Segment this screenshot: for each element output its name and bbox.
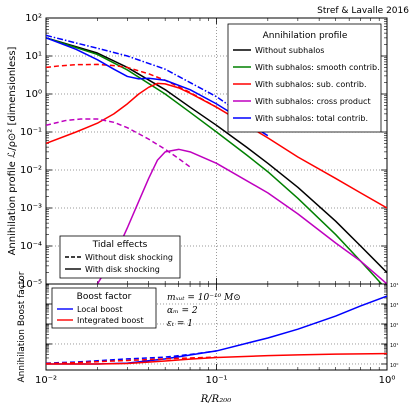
boost-series-3 xyxy=(46,356,217,365)
boost-series-1 xyxy=(46,350,217,364)
main-series-4 xyxy=(96,148,387,284)
main-y-tick-label: 10⁻⁵ xyxy=(20,279,42,290)
boost-y-tick-label: 10¹ xyxy=(390,343,398,349)
main-series-group xyxy=(46,34,387,284)
main-y-tick-label: 10² xyxy=(25,13,42,24)
main-y-tick-label: 10⁻² xyxy=(20,165,42,176)
annihilation-legend-box xyxy=(227,23,382,133)
main-y-tick-label: 10⁻³ xyxy=(20,203,42,214)
boost-y-tick-labels: 10⁰ 10¹ 10² 10³ 10⁴ xyxy=(390,283,398,369)
tidal-legend-dashed-label: Without disk shocking xyxy=(85,253,173,262)
main-y-tick-label: 10¹ xyxy=(25,51,42,62)
boost-y-axis-label: Annihilation Boost factor xyxy=(17,271,27,382)
tidal-legend-title: Tidal effects xyxy=(92,240,148,250)
boost-y-tick-label: 10² xyxy=(390,323,398,329)
main-tick-marks xyxy=(45,17,388,285)
annihilation-legend-title: Annihilation profile xyxy=(263,31,348,41)
boost-legend-box xyxy=(51,287,157,329)
main-series-2 xyxy=(46,82,387,209)
annihilation-legend-label-0: Without subhalos xyxy=(255,46,324,55)
annihilation-legend-entries: Without subhalos With subhalos: smooth co… xyxy=(233,46,380,123)
main-y-axis-label: Annihilation profile ℒ/ρ⊙² [dimensionles… xyxy=(7,46,18,255)
x-axis-label: R/R₂₀₀ xyxy=(200,394,231,405)
boost-y-tick-label: 10⁰ xyxy=(390,363,398,369)
boost-x-tick-label: 10⁻¹ xyxy=(205,375,227,386)
main-series-3 xyxy=(46,63,217,108)
boost-series-group xyxy=(46,295,387,365)
credit-text: Stref & Lavalle 2016 xyxy=(317,6,409,16)
main-series-6 xyxy=(46,37,269,137)
tidal-legend-solid-label: With disk shocking xyxy=(85,265,160,274)
main-gridlines xyxy=(45,17,388,285)
tidal-legend: Tidal effects Without disk shocking With… xyxy=(59,235,181,279)
boost-legend-title: Boost factor xyxy=(77,292,132,302)
annotation-epsilon: εₜ = 1 xyxy=(167,319,193,329)
main-y-tick-label: 10⁻¹ xyxy=(20,127,42,138)
boost-x-tick-label: 10⁻² xyxy=(35,375,57,386)
boost-legend-integrated-label: Integrated boost xyxy=(77,316,144,325)
boost-y-tick-label: 10⁴ xyxy=(390,283,398,289)
annihilation-legend-label-2: With subhalos: sub. contrib. xyxy=(255,80,367,89)
annihilation-legend-label-1: With subhalos: smooth contrib. xyxy=(255,63,380,72)
main-y-tick-labels: 10⁻⁵ 10⁻⁴ 10⁻³ 10⁻² 10⁻¹ 10⁰ 10¹ 10² xyxy=(20,13,42,290)
boost-legend-local-label: Local boost xyxy=(77,305,122,314)
boost-legend: Boost factor Local boost Integrated boos… xyxy=(51,287,157,329)
boost-y-tick-label: 10³ xyxy=(390,303,398,309)
annotation-mcut: mₓᵤₜ = 10⁻¹⁰ M⊙ xyxy=(167,293,241,303)
main-series-7 xyxy=(46,34,269,133)
boost-x-tick-labels: 10⁻² 10⁻¹ 10⁰ xyxy=(35,375,395,386)
main-series-0 xyxy=(46,37,387,274)
annihilation-legend: Annihilation profile Without subhalosWit… xyxy=(227,23,382,133)
main-y-tick-label: 10⁻⁴ xyxy=(20,241,42,252)
annihilation-legend-label-4: With subhalos: total contrib. xyxy=(255,114,368,123)
main-y-tick-label: 10⁰ xyxy=(25,89,42,100)
annihilation-legend-label-3: With subhalos: cross product xyxy=(255,97,371,106)
main-series-5 xyxy=(46,118,191,168)
annotation-alpha: αₘ = 2 xyxy=(167,306,198,316)
boost-x-tick-label: 10⁰ xyxy=(379,375,396,386)
